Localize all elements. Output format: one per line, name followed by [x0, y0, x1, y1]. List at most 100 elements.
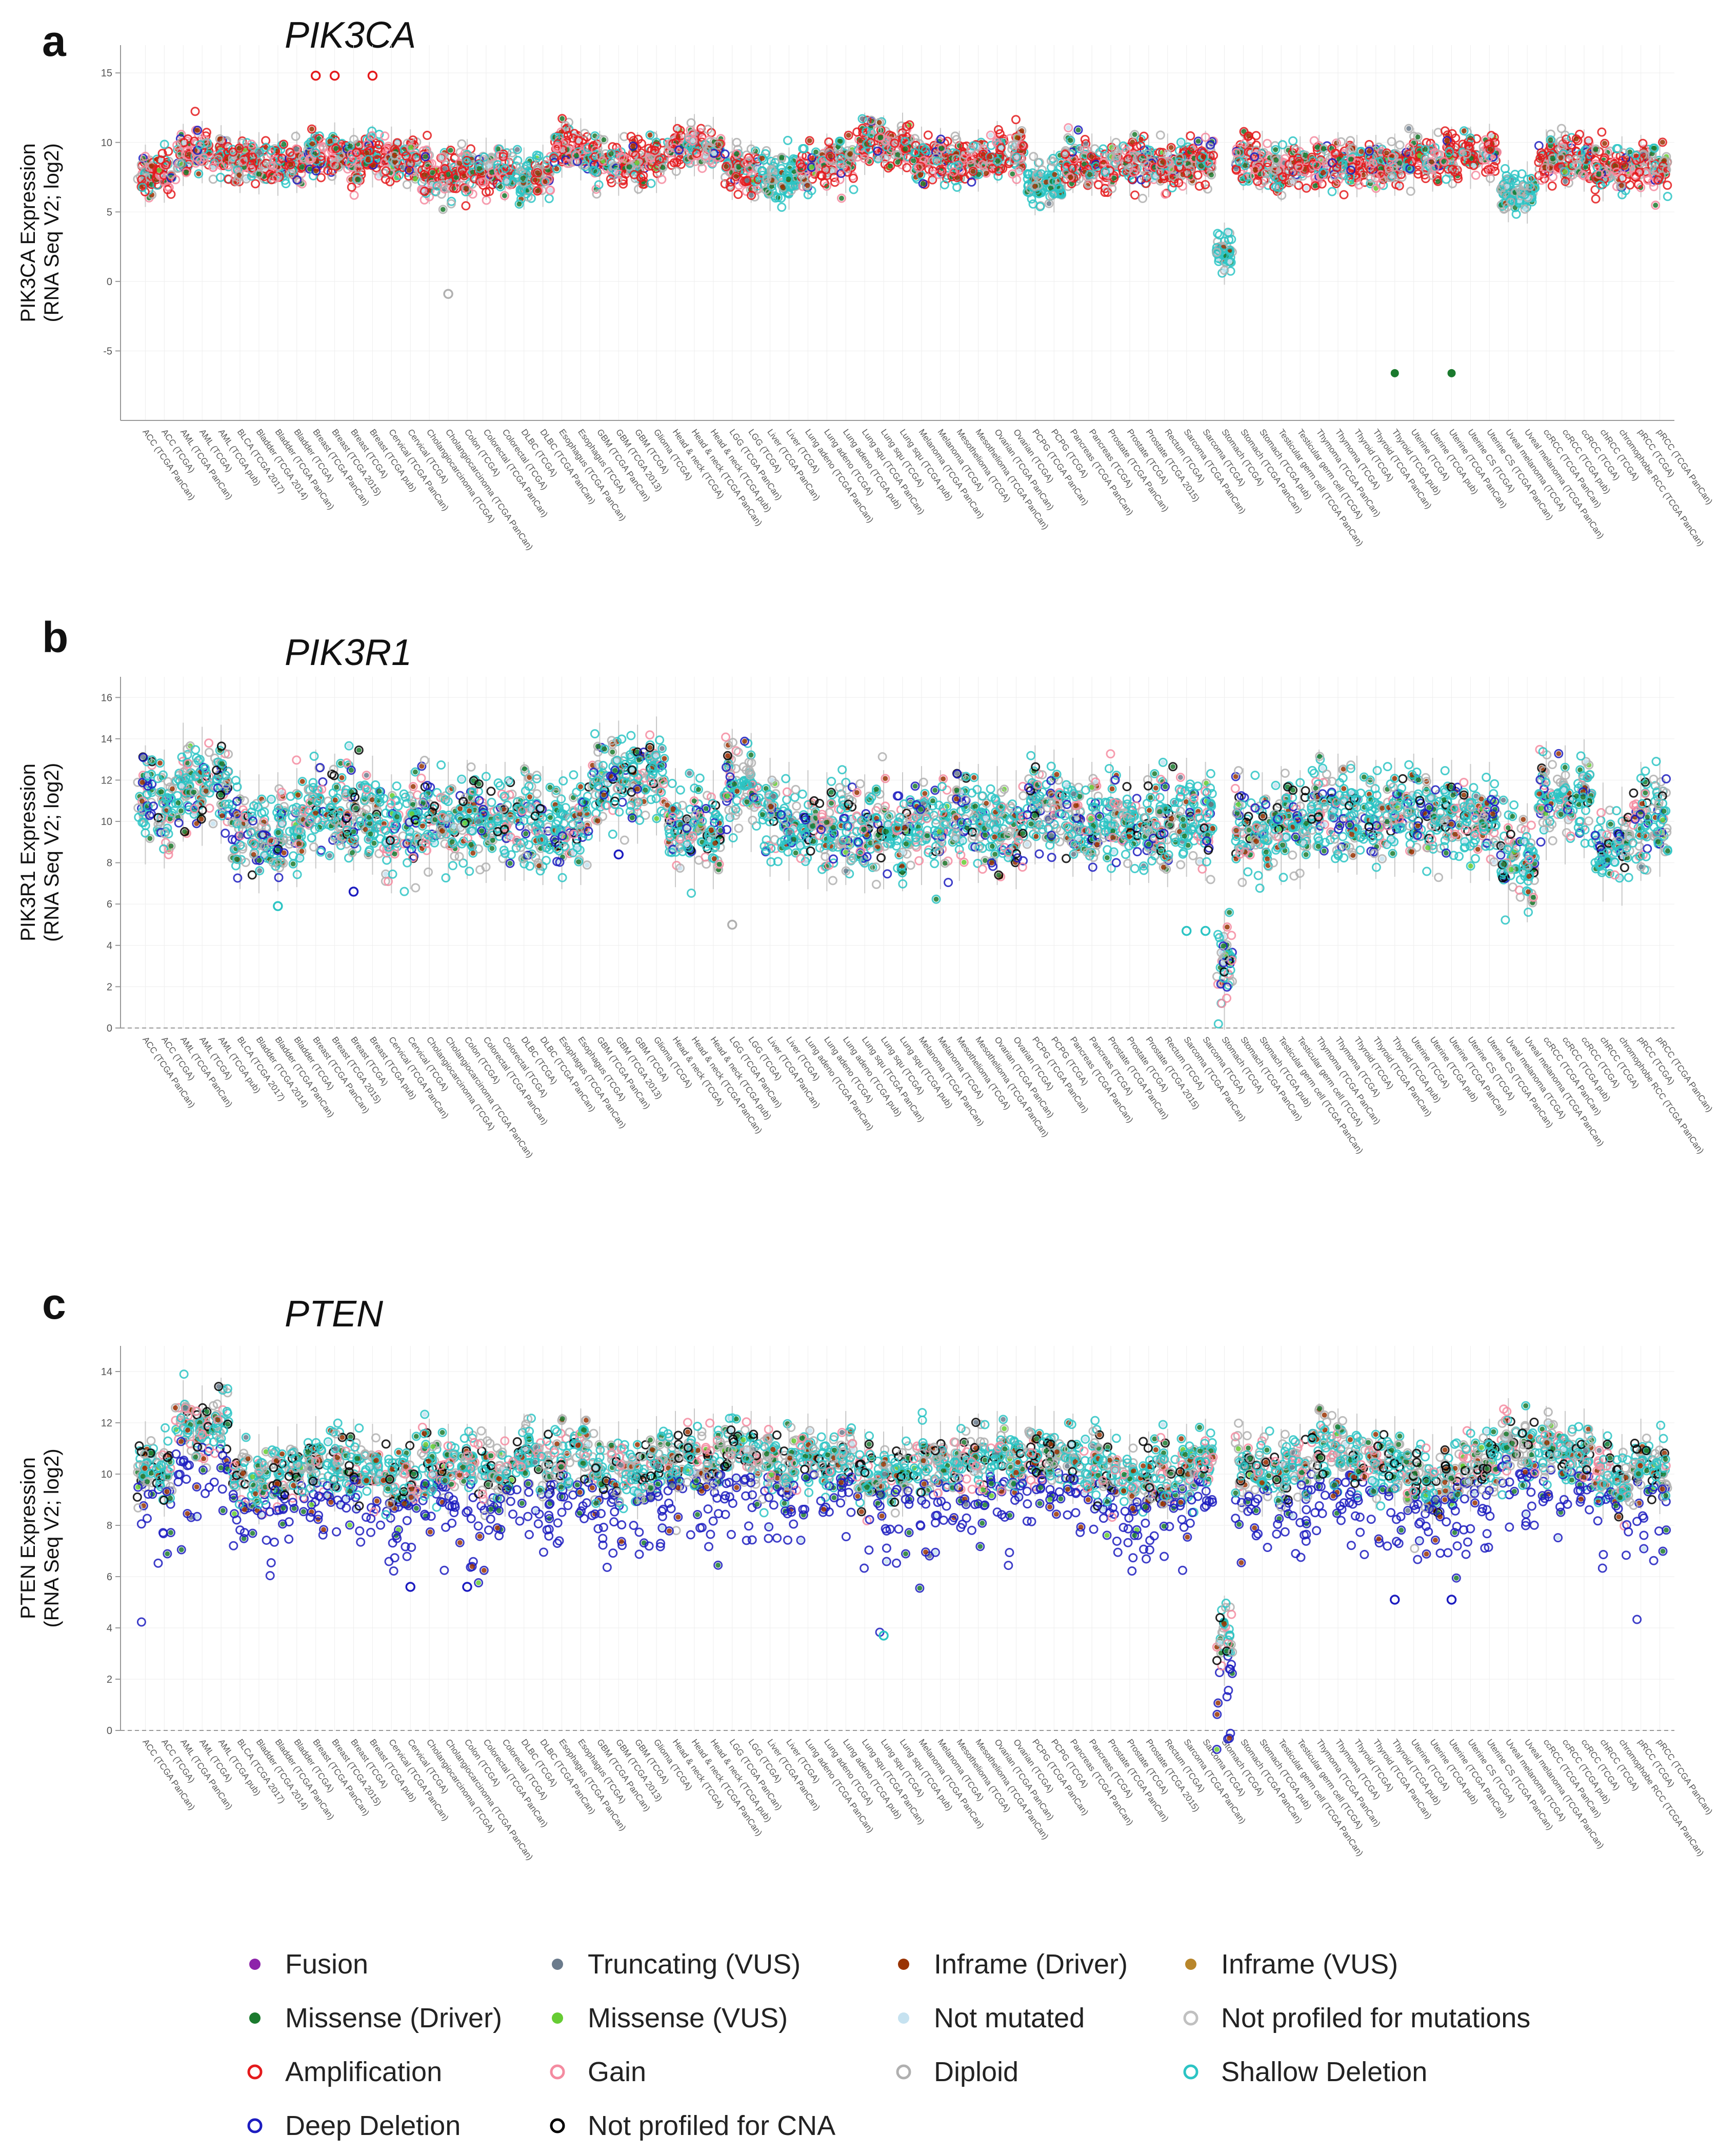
- data-point: [254, 148, 264, 157]
- data-point: [1510, 170, 1520, 179]
- data-point: [1330, 148, 1340, 158]
- data-point-mutation: [1111, 175, 1117, 181]
- data-point: [667, 160, 676, 170]
- data-point-mutation: [1242, 163, 1248, 168]
- data-point: [1481, 167, 1490, 177]
- data-point-mutation: [786, 176, 791, 182]
- data-point: [1271, 145, 1281, 154]
- data-point: [833, 142, 843, 152]
- data-point-mutation: [408, 145, 414, 150]
- data-point: [367, 126, 377, 136]
- data-point-mutation: [1067, 174, 1073, 180]
- data-point-mutation: [445, 172, 451, 177]
- data-point: [646, 153, 655, 163]
- data-point: [986, 130, 995, 140]
- data-point: [208, 163, 218, 172]
- data-point: [759, 155, 769, 165]
- data-point-mutation: [1083, 141, 1089, 147]
- data-point: [1600, 153, 1609, 163]
- data-point: [279, 139, 289, 149]
- data-point: [1111, 137, 1121, 147]
- data-point: [195, 140, 205, 150]
- data-point: [1137, 154, 1147, 164]
- data-point: [1561, 176, 1570, 186]
- data-point: [1386, 173, 1396, 183]
- data-point-mutation: [647, 132, 653, 138]
- data-point-mutation: [514, 147, 520, 152]
- data-point: [199, 153, 209, 163]
- data-point: [1175, 163, 1185, 172]
- data-point: [726, 177, 735, 187]
- data-point: [552, 143, 562, 153]
- data-point: [615, 169, 625, 179]
- data-point-mutation: [1359, 149, 1364, 154]
- data-point-mutation: [1396, 183, 1402, 189]
- data-point: [543, 165, 552, 175]
- data-point: [558, 145, 568, 155]
- data-point: [1517, 169, 1527, 179]
- data-point: [1506, 197, 1516, 207]
- data-point-mutation: [281, 142, 287, 147]
- data-point: [1332, 163, 1342, 172]
- data-point: [632, 158, 642, 168]
- data-point-mutation: [1548, 137, 1553, 143]
- data-point: [940, 180, 949, 190]
- data-point: [874, 118, 884, 128]
- data-point-mutation: [293, 146, 299, 152]
- data-point: [1261, 169, 1270, 178]
- data-point-mutation: [1068, 138, 1073, 144]
- data-point-mutation: [1444, 138, 1450, 144]
- data-point: [1521, 191, 1531, 201]
- data-point: [1204, 158, 1213, 168]
- data-point-mutation: [1586, 138, 1591, 144]
- data-point-mutation: [809, 165, 814, 170]
- data-point: [1471, 170, 1481, 180]
- data-point: [311, 148, 321, 158]
- data-point: [1130, 190, 1140, 200]
- data-point-mutation: [1573, 136, 1579, 142]
- data-point: [1240, 160, 1250, 170]
- data-point: [866, 137, 875, 147]
- data-point: [347, 163, 357, 172]
- data-point-mutation: [1089, 154, 1094, 159]
- data-point: [392, 173, 402, 183]
- data-point: [172, 140, 182, 150]
- data-point-mutation: [439, 155, 445, 160]
- data-point: [208, 174, 218, 184]
- data-point-mutation: [1522, 206, 1528, 212]
- data-point-mutation: [210, 165, 216, 170]
- data-point-mutation: [236, 146, 242, 151]
- data-point-mutation: [394, 140, 400, 146]
- data-point: [1405, 143, 1414, 152]
- data-point-mutation: [987, 154, 993, 159]
- data-point: [267, 175, 276, 185]
- data-point-mutation: [805, 183, 810, 188]
- data-point-mutation: [734, 151, 740, 157]
- data-point: [1169, 178, 1179, 188]
- data-point: [669, 143, 678, 153]
- data-point-mutation: [1289, 179, 1295, 185]
- data-point: [234, 144, 244, 153]
- x-tick-label: chromophobe RCC (TCGA PanCan): [1617, 427, 1706, 548]
- data-point: [988, 164, 997, 173]
- data-point-mutation: [256, 150, 262, 155]
- data-point: [1440, 157, 1449, 167]
- data-point: [1291, 145, 1301, 155]
- data-point: [1406, 187, 1415, 196]
- data-point: [1166, 143, 1176, 152]
- data-point: [1206, 140, 1215, 150]
- data-point: [402, 179, 412, 189]
- data-point: [733, 190, 743, 199]
- data-point-mutation: [660, 165, 666, 170]
- data-point: [875, 146, 885, 156]
- data-point-mutation: [829, 168, 834, 174]
- data-point-mutation: [256, 171, 262, 177]
- data-point: [966, 144, 976, 154]
- data-point: [1597, 127, 1607, 137]
- data-point: [592, 167, 602, 177]
- data-point: [1421, 165, 1431, 174]
- data-point: [1309, 136, 1319, 146]
- data-point: [443, 170, 453, 179]
- data-point: [190, 107, 200, 116]
- data-point: [1168, 171, 1177, 181]
